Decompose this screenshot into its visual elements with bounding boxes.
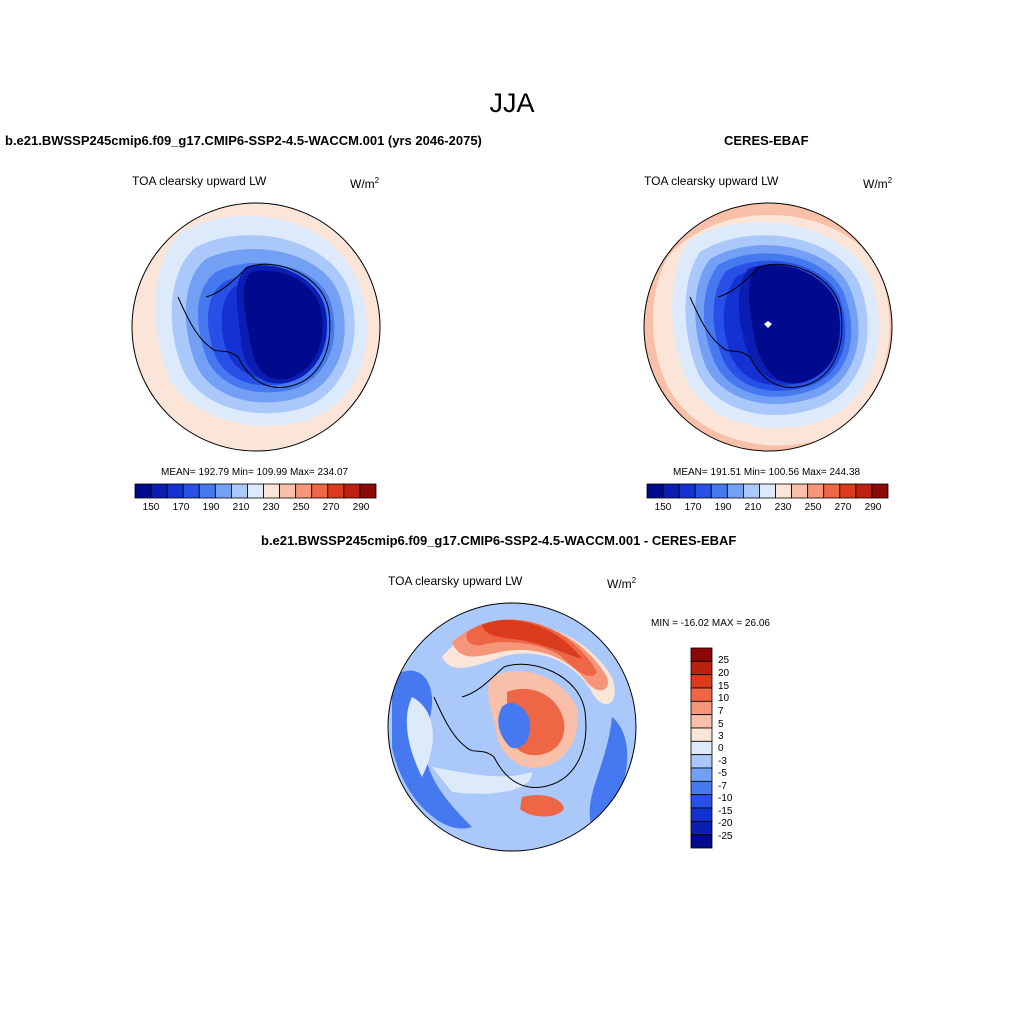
colorbar-swatch — [823, 483, 841, 499]
colorbar-tick: 210 — [744, 502, 762, 513]
colorbar-swatch — [690, 727, 713, 742]
obs-variable-label: TOA clearsky upward LW — [644, 174, 779, 188]
colorbar-swatch — [662, 483, 680, 499]
colorbar-swatch — [359, 483, 377, 499]
colorbar-swatch — [279, 483, 297, 499]
colorbar-tick: 230 — [262, 502, 280, 513]
colorbar-swatch — [690, 714, 713, 729]
model-variable-label: TOA clearsky upward LW — [132, 174, 267, 188]
colorbar-swatch — [311, 483, 329, 499]
colorbar-swatch — [690, 754, 713, 769]
colorbar-tick: 250 — [804, 502, 822, 513]
colorbar-swatch — [134, 483, 152, 499]
colorbar-swatch — [855, 483, 873, 499]
colorbar-swatch — [791, 483, 809, 499]
colorbar-tick: -3 — [718, 756, 727, 767]
colorbar-tick: 10 — [718, 693, 730, 704]
colorbar-swatch — [775, 483, 793, 499]
colorbar-swatch — [327, 483, 345, 499]
colorbar-swatch — [839, 483, 857, 499]
colorbar-tick: 170 — [684, 502, 702, 513]
colorbar-tick: -5 — [718, 768, 727, 779]
colorbar-swatch — [759, 483, 776, 499]
colorbar-swatch — [694, 483, 712, 499]
colorbar-swatch — [295, 483, 313, 499]
colorbar-tick: 150 — [654, 502, 672, 513]
colorbar-tick: 0 — [718, 743, 724, 754]
diff-variable-label: TOA clearsky upward LW — [388, 574, 523, 588]
colorbar-tick: 170 — [172, 502, 190, 513]
colorbar-swatch — [690, 740, 713, 756]
colorbar-swatch — [150, 483, 168, 499]
obs-units-label: W/m2 — [863, 176, 893, 191]
colorbar-swatch — [690, 780, 713, 796]
diff-case-title: b.e21.BWSSP245cmip6.f09_g17.CMIP6-SSP2-4… — [261, 533, 737, 548]
colorbar-swatch — [690, 807, 713, 822]
colorbar-tick: -20 — [718, 818, 733, 829]
obs-case-title: CERES-EBAF — [724, 133, 809, 148]
colorbar-tick: 250 — [292, 502, 310, 513]
colorbar-swatch — [690, 820, 713, 836]
colorbar-swatch — [214, 483, 232, 499]
colorbar-swatch — [646, 483, 664, 499]
model-colorbar — [134, 483, 377, 499]
colorbar-swatch — [247, 483, 264, 499]
colorbar-swatch — [807, 483, 825, 499]
obs-colorbar — [646, 483, 889, 499]
colorbar-swatch — [743, 483, 760, 499]
colorbar-tick: -25 — [718, 831, 733, 842]
obs-stats: MEAN= 191.51 Min= 100.56 Max= 244.38 — [673, 467, 861, 478]
colorbar-swatch — [263, 483, 281, 499]
colorbar-tick: 5 — [718, 719, 724, 730]
colorbar-swatch — [182, 483, 200, 499]
model-stats: MEAN= 192.79 Min= 109.99 Max= 234.07 — [161, 467, 349, 478]
diff-polar-map — [387, 602, 637, 852]
colorbar-swatch — [198, 483, 216, 499]
model-polar-map — [131, 202, 381, 452]
diff-units-label: W/m2 — [607, 576, 637, 591]
colorbar-tick: 270 — [322, 502, 340, 513]
colorbar-tick: 270 — [834, 502, 852, 513]
colorbar-tick: 15 — [718, 681, 730, 692]
colorbar-swatch — [690, 647, 713, 662]
colorbar-tick: -7 — [718, 781, 727, 792]
colorbar-swatch — [690, 660, 713, 676]
colorbar-tick: 25 — [718, 655, 730, 666]
model-units-label: W/m2 — [350, 176, 380, 191]
colorbar-tick: -10 — [718, 793, 733, 804]
colorbar-tick: 290 — [864, 502, 882, 513]
colorbar-tick: 20 — [718, 668, 730, 679]
obs-polar-map — [643, 202, 893, 452]
colorbar-swatch — [690, 700, 713, 716]
colorbar-swatch — [166, 483, 184, 499]
colorbar-swatch — [690, 767, 713, 782]
model-case-title: b.e21.BWSSP245cmip6.f09_g17.CMIP6-SSP2-4… — [5, 133, 482, 148]
diff-colorbar — [690, 647, 713, 849]
colorbar-tick: 190 — [202, 502, 220, 513]
colorbar-tick: 3 — [718, 731, 724, 742]
colorbar-swatch — [871, 483, 889, 499]
colorbar-tick: 210 — [232, 502, 250, 513]
colorbar-tick: 7 — [718, 706, 724, 717]
colorbar-tick: 290 — [352, 502, 370, 513]
colorbar-tick: 190 — [714, 502, 732, 513]
colorbar-tick: 150 — [142, 502, 160, 513]
diff-stats: MIN = -16.02 MAX = 26.06 — [651, 618, 770, 629]
colorbar-swatch — [231, 483, 248, 499]
colorbar-swatch — [710, 483, 728, 499]
colorbar-swatch — [690, 687, 713, 702]
season-title: JJA — [489, 88, 535, 118]
colorbar-tick: 230 — [774, 502, 792, 513]
colorbar-swatch — [343, 483, 361, 499]
colorbar-swatch — [690, 834, 713, 849]
colorbar-swatch — [690, 674, 713, 689]
colorbar-swatch — [678, 483, 696, 499]
colorbar-swatch — [726, 483, 744, 499]
colorbar-swatch — [690, 794, 713, 809]
colorbar-tick: -15 — [718, 806, 733, 817]
